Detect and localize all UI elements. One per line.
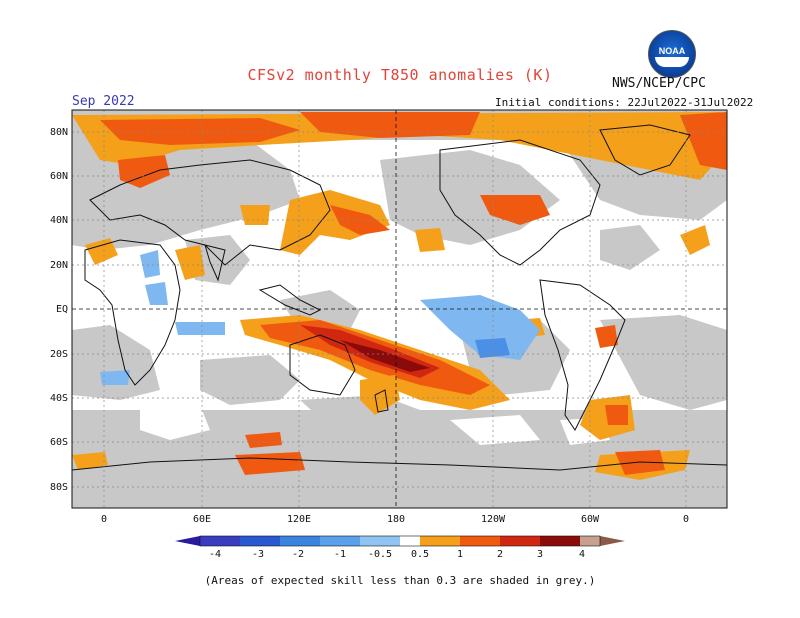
lon-label: 0 [101,514,107,525]
lon-label: 120E [287,514,311,525]
colorbar-label: -2 [292,549,304,560]
lat-label: 80N [50,127,68,138]
lat-label: EQ [56,304,68,315]
colorbar-swatch [420,536,460,546]
colorbar-label: -4 [209,549,221,560]
longitude-labels: 0 60E 120E 180 120W 60W 0 [101,514,689,525]
colorbar-swatch [580,536,600,546]
colorbar-labels: -4 -3 -2 -1 -0.5 0.5 1 2 3 4 [209,549,585,560]
latitude-labels: 80N 60N 40N 20N EQ 20S 40S 60S 80S [50,127,68,493]
lon-label: 60W [581,514,600,525]
colorbar-swatch [200,536,240,546]
colorbar-swatch [320,536,360,546]
colorbar-swatch [500,536,540,546]
colorbar-swatch [360,536,400,546]
colorbar-arrow-right [600,536,625,546]
colorbar-label: 3 [537,549,543,560]
lat-label: 60N [50,171,68,182]
colorbar-swatch [400,536,420,546]
lat-label: 40S [50,393,68,404]
lat-label: 60S [50,437,68,448]
colorbar-swatch [280,536,320,546]
colorbar-label: 4 [579,549,585,560]
lat-label: 20S [50,349,68,360]
lat-label: 20N [50,260,68,271]
colorbar-label: -0.5 [368,549,392,560]
colorbar-arrow-left [175,536,200,546]
coastlines [72,124,727,471]
colorbar-label: 0.5 [411,549,429,560]
logo-text: NOAA [658,46,686,56]
cool-anomalies [100,250,540,385]
reference-lines [72,110,727,508]
lat-label: 80S [50,482,68,493]
colorbar-label: 1 [457,549,463,560]
skill-footnote: (Areas of expected skill less than 0.3 a… [204,574,596,587]
lat-label: 40N [50,215,68,226]
forecast-period: Sep 2022 [72,94,135,109]
colorbar [175,535,625,547]
graticule [72,110,727,508]
lon-label: 120W [481,514,506,525]
colorbar-label: -3 [252,549,264,560]
colorbar-label: 2 [497,549,503,560]
agency-label: NWS/NCEP/CPC [612,76,706,91]
lon-label: 60E [193,514,211,525]
colorbar-label: -1 [334,549,346,560]
map-frame [71,109,728,509]
noaa-logo: NOAA [648,30,696,78]
colorbar-swatch [240,536,280,546]
colorbar-swatch [540,536,580,546]
colorbar-swatch [460,536,500,546]
warm-anomalies [72,112,727,480]
map-title: CFSv2 monthly T850 anomalies (K) [247,66,553,84]
lon-label: 180 [387,514,405,525]
lon-label: 0 [683,514,689,525]
initial-conditions: Initial conditions: 22Jul2022-31Jul2022 [495,96,754,109]
